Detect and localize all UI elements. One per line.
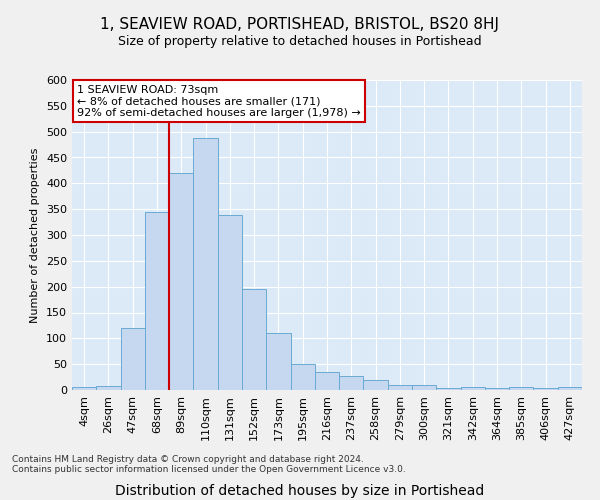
Bar — [364, 380, 388, 390]
Bar — [290, 364, 315, 390]
Bar — [169, 173, 193, 390]
Bar — [193, 138, 218, 390]
Bar — [509, 388, 533, 390]
Text: 1 SEAVIEW ROAD: 73sqm
← 8% of detached houses are smaller (171)
92% of semi-deta: 1 SEAVIEW ROAD: 73sqm ← 8% of detached h… — [77, 84, 361, 118]
Bar — [266, 333, 290, 390]
Bar — [558, 388, 582, 390]
Text: Contains public sector information licensed under the Open Government Licence v3: Contains public sector information licen… — [12, 465, 406, 474]
Bar — [412, 385, 436, 390]
Bar — [96, 386, 121, 390]
Bar — [339, 376, 364, 390]
Bar — [315, 372, 339, 390]
Text: Contains HM Land Registry data © Crown copyright and database right 2024.: Contains HM Land Registry data © Crown c… — [12, 455, 364, 464]
Bar — [436, 388, 461, 390]
Bar — [242, 289, 266, 390]
Bar — [121, 328, 145, 390]
Y-axis label: Number of detached properties: Number of detached properties — [31, 148, 40, 322]
Bar — [388, 385, 412, 390]
Text: 1, SEAVIEW ROAD, PORTISHEAD, BRISTOL, BS20 8HJ: 1, SEAVIEW ROAD, PORTISHEAD, BRISTOL, BS… — [101, 18, 499, 32]
Bar — [218, 216, 242, 390]
Bar — [72, 388, 96, 390]
Text: Distribution of detached houses by size in Portishead: Distribution of detached houses by size … — [115, 484, 485, 498]
Text: Size of property relative to detached houses in Portishead: Size of property relative to detached ho… — [118, 35, 482, 48]
Bar — [485, 388, 509, 390]
Bar — [461, 388, 485, 390]
Bar — [145, 212, 169, 390]
Bar — [533, 388, 558, 390]
